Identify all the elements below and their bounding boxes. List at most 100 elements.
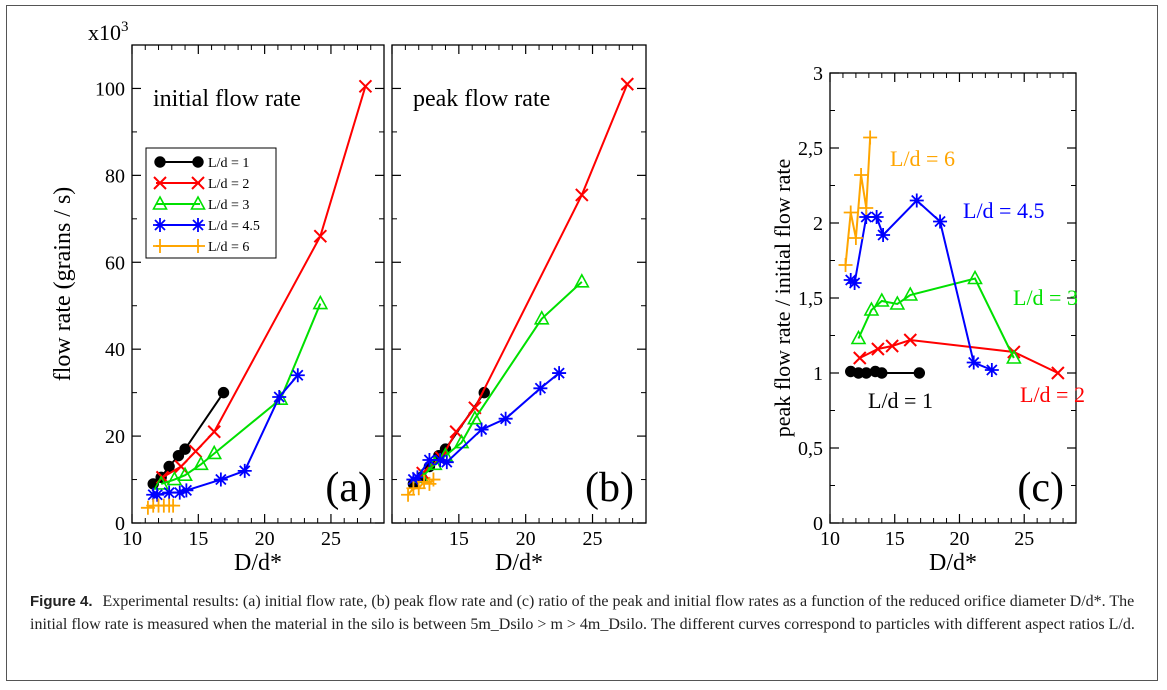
legend-marker	[153, 218, 167, 232]
series-line	[850, 199, 993, 371]
data-point	[153, 475, 170, 490]
series-line	[859, 338, 1059, 374]
series-line	[422, 83, 629, 474]
data-point	[573, 273, 590, 288]
data-point	[902, 286, 919, 301]
data-point	[179, 483, 194, 498]
data-point	[213, 472, 228, 487]
data-point	[533, 381, 548, 396]
data-point	[498, 411, 513, 426]
panel-letter: (b)	[585, 465, 634, 511]
x-axis-label: D/d*	[929, 550, 977, 576]
legend-label: L/d = 4.5	[208, 219, 260, 234]
figure-label: Figure 4.	[30, 593, 93, 610]
data-point	[863, 130, 878, 145]
data-point	[859, 201, 874, 215]
x-axis-label: D/d*	[495, 550, 543, 576]
x-tick-label: 25	[321, 528, 341, 550]
plot-frame	[131, 44, 385, 524]
data-point	[876, 228, 891, 242]
data-point	[474, 422, 489, 437]
data-point	[903, 333, 917, 347]
data-point	[885, 339, 899, 353]
data-point	[876, 367, 888, 379]
series-line	[162, 85, 367, 479]
series-6	[838, 130, 878, 272]
data-point	[909, 193, 924, 208]
data-point	[533, 310, 550, 325]
panel-b: 15 20 25 D/d* (b) peak flow rate	[391, 44, 647, 576]
y-tick-label: 0,5	[798, 438, 823, 460]
series-label: L/d = 1	[868, 388, 933, 413]
data-point	[207, 425, 221, 439]
data-point	[206, 444, 223, 460]
data-point	[166, 470, 183, 486]
data-point	[853, 351, 867, 365]
x-tick-label: 15	[188, 528, 208, 550]
x-tick-label: 10	[122, 528, 142, 550]
legend-marker	[153, 176, 167, 190]
data-point	[889, 295, 906, 310]
data-point	[913, 367, 926, 379]
data-point	[1051, 366, 1065, 380]
plot-frame	[391, 44, 647, 524]
data-point	[873, 292, 890, 307]
series-6	[140, 498, 181, 515]
x-tick-label: 15	[449, 528, 469, 550]
series-4-5	[406, 366, 567, 487]
data-point	[163, 460, 175, 473]
data-point	[179, 443, 191, 455]
panel-a: 10 15 20 25 0 20 40 60 80 100 D/d* (a) initial flow …	[95, 44, 385, 576]
y-tick-label: 2,5	[798, 138, 823, 160]
series-line	[857, 277, 1015, 359]
x-tick-label: 25	[583, 528, 603, 550]
data-point	[869, 210, 884, 224]
data-point	[272, 389, 287, 404]
legend-label: L/d = 1	[208, 156, 249, 171]
series-2	[155, 79, 373, 485]
legend-entry: L/d = 4.5	[153, 218, 260, 234]
data-point	[177, 466, 193, 481]
data-point	[1006, 349, 1022, 364]
data-point	[426, 472, 441, 487]
panel-letter: (a)	[325, 465, 372, 511]
data-point	[174, 459, 188, 474]
series-2	[853, 333, 1065, 380]
data-point	[933, 214, 948, 229]
panel-c: 10 15 20 25 0 0,5 1 1,5 2 2,5 3 D/d* (c)	[798, 63, 1077, 576]
x-tick-label: 20	[255, 528, 275, 550]
data-point	[172, 485, 187, 500]
legend-entry: L/d = 3	[152, 195, 249, 213]
data-point	[406, 472, 421, 487]
panel-title: initial flow rate	[153, 86, 301, 112]
data-point	[843, 205, 858, 220]
legend-label: L/d = 6	[208, 240, 249, 255]
data-point	[290, 368, 305, 383]
legend-marker	[152, 195, 168, 210]
legend-marker	[154, 156, 166, 168]
series-6	[401, 472, 441, 502]
panel-title: peak flow rate	[413, 86, 550, 112]
caption-text: Experimental results: (a) initial flow r…	[30, 593, 1135, 633]
data-point	[854, 168, 869, 182]
legend-marker	[192, 156, 204, 168]
data-point	[848, 231, 863, 245]
data-point	[358, 79, 373, 93]
panel-letter: (c)	[1017, 465, 1064, 511]
x-tick-label: 10	[820, 528, 840, 550]
legend-entry: L/d = 2	[153, 176, 249, 192]
data-point	[150, 487, 165, 502]
x-axis-label: D/d*	[234, 550, 282, 576]
x-tick-label: 20	[516, 528, 536, 550]
y-tick-label: 0	[813, 513, 823, 535]
legend-marker	[191, 239, 205, 253]
y-tick-label: 60	[105, 252, 125, 274]
data-point	[162, 485, 177, 500]
series-label: L/d = 3	[1013, 285, 1078, 310]
data-point	[847, 276, 862, 290]
data-point	[984, 363, 999, 377]
data-point	[850, 329, 867, 345]
series-4-5	[146, 368, 305, 502]
data-point	[193, 455, 209, 471]
legend-label: L/d = 3	[208, 198, 249, 213]
